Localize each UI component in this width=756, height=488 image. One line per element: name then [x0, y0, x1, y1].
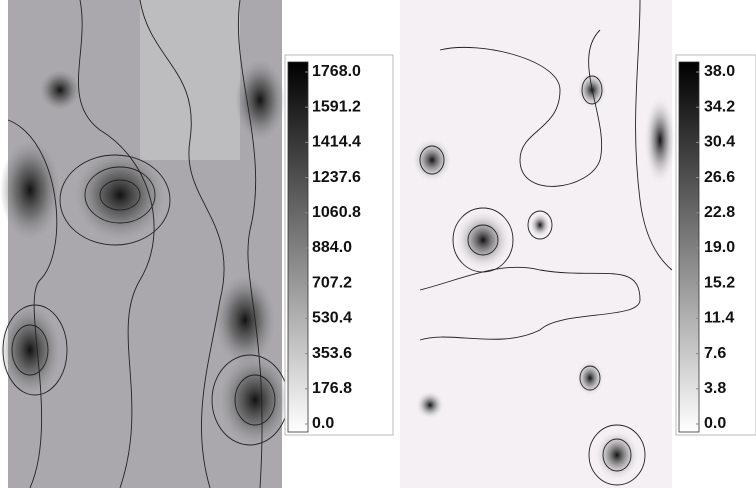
colorbar-tick-label: 11.4 [704, 310, 734, 327]
colorbar-tick-label: 1768.0 [312, 63, 361, 80]
colorbar-tick-label: 0.0 [704, 415, 726, 432]
colorbar-tick-label: 530.4 [312, 310, 352, 327]
colorbar-tick-label: 176.8 [312, 380, 352, 397]
colorbar-tick-label: 19.0 [704, 239, 735, 256]
colorbar-tick-label: 7.6 [704, 345, 726, 362]
colorbar-tick-label: 38.0 [704, 63, 735, 80]
colorbar-tick-label: 1591.2 [312, 98, 361, 115]
colorbar-tick-label: 707.2 [312, 274, 352, 291]
colorbar-tick-label: 1414.4 [312, 134, 361, 151]
colorbar-tick-label: 26.6 [704, 169, 735, 186]
colorbar-tick-label: 34.2 [704, 98, 735, 115]
contour-map-right [400, 0, 676, 488]
contour-map-left [0, 0, 290, 488]
colorbar-tick-label: 1060.8 [312, 204, 361, 221]
colorbar [678, 61, 700, 433]
colorbar-tick-label: 15.2 [704, 274, 735, 291]
colorbar-tick-label: 3.8 [704, 380, 726, 397]
colorbar-tick-label: 1237.6 [312, 169, 361, 186]
colorbar-tick-label: 30.4 [704, 134, 735, 151]
colorbar-tick-label: 0.0 [312, 415, 334, 432]
colorbar-tick-label: 22.8 [704, 204, 735, 221]
colorbar [287, 61, 309, 433]
colorbar-tick-label: 353.6 [312, 345, 352, 362]
colorbar-tick-label: 884.0 [312, 239, 352, 256]
